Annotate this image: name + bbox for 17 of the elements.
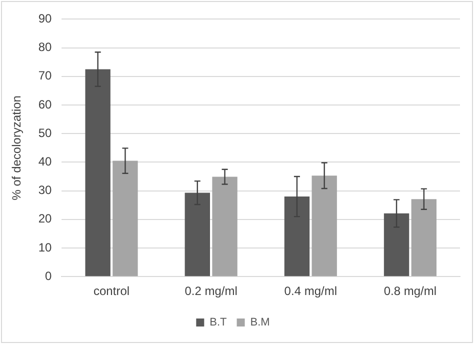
legend-label: B.M [250, 316, 270, 329]
legend-label: B.T [210, 316, 228, 329]
x-tick-label: control [94, 284, 130, 298]
x-tick-label: 0.4 mg/ml [284, 284, 337, 298]
y-tick-label: 30 [38, 183, 52, 198]
y-tick-label: 80 [38, 40, 52, 54]
x-tick-label: 0.2 mg/ml [184, 284, 238, 298]
y-tick-label: 70 [38, 68, 52, 83]
y-tick-label: 10 [38, 240, 52, 254]
y-tick-label: 40 [38, 154, 52, 169]
y-tick-label: 0 [45, 268, 52, 283]
y-tick-label: 60 [38, 97, 52, 112]
y-tick-label: 20 [38, 212, 52, 226]
x-tick-label: 0.8 mg/ml [384, 284, 437, 298]
y-axis-title: % of decoloryzation [10, 96, 24, 200]
y-tick-label: 90 [38, 12, 52, 26]
y-tick-label: 50 [38, 126, 52, 140]
